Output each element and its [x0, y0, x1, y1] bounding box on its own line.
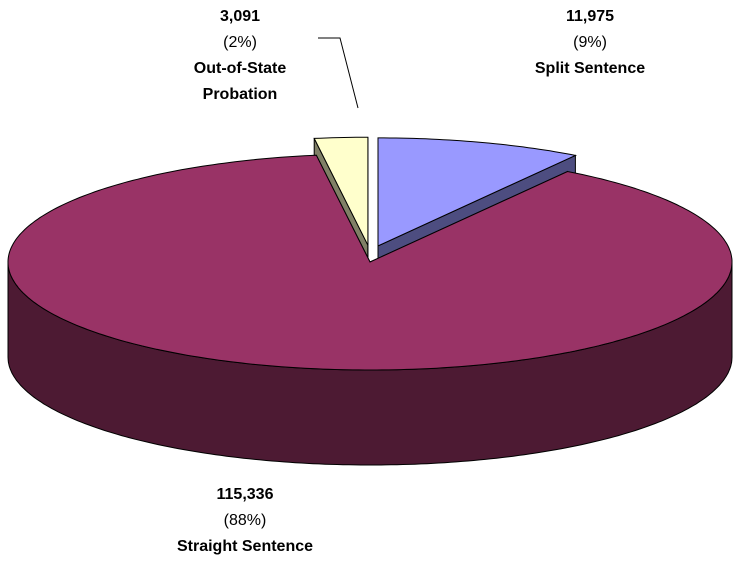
category-label: Out-of-State Probation: [193, 60, 287, 103]
percent-label: (88%): [223, 512, 267, 529]
percent-label: (9%): [573, 34, 607, 51]
value-label: 115,336: [216, 486, 274, 503]
slice: [377, 137, 578, 247]
category-label: Split Sentence: [534, 60, 646, 77]
label-group: 3,091 (2%) Out-of-State Probation: [160, 4, 320, 108]
slice: [7, 154, 733, 371]
value-label: 3,091: [219, 8, 261, 25]
leader-line: [318, 37, 359, 109]
slice: [313, 136, 369, 246]
label-group: 115,336 (88%) Straight Sentence: [165, 482, 325, 560]
category-label: Straight Sentence: [176, 538, 314, 555]
label-group: 11,975 (9%) Split Sentence: [510, 4, 670, 82]
percent-label: (2%): [223, 34, 257, 51]
value-label: 11,975: [565, 8, 615, 25]
